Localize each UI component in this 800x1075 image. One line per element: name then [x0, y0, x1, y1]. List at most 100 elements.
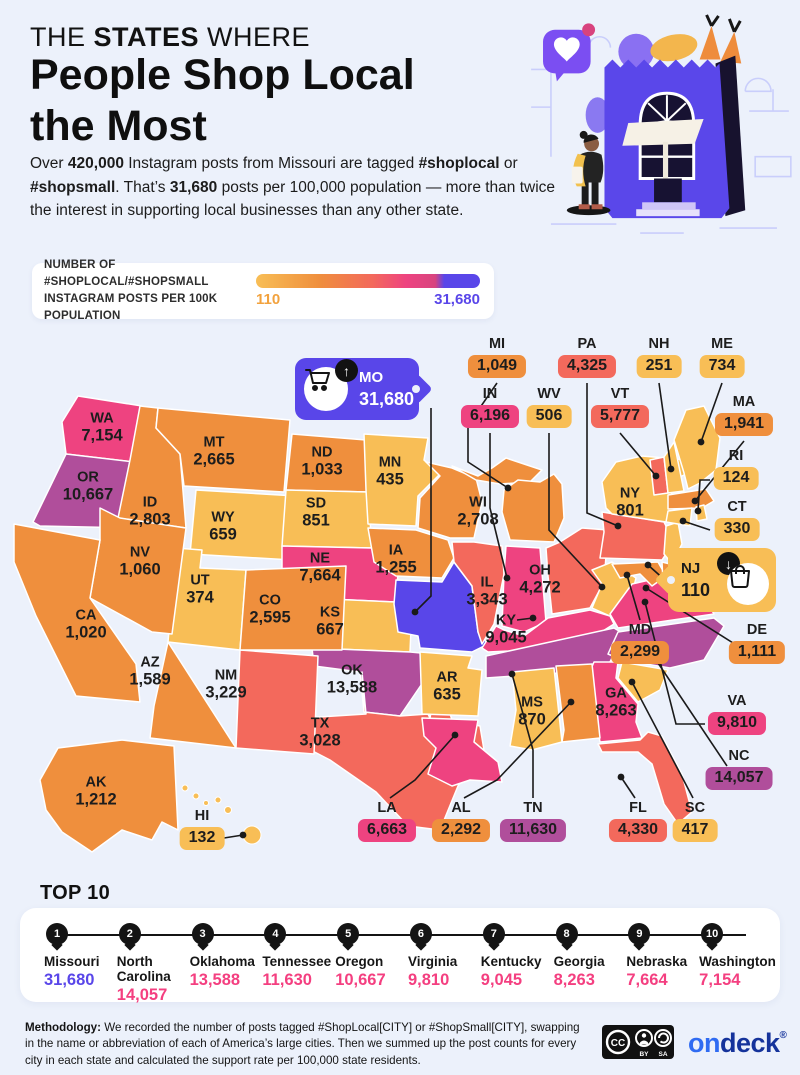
state-label-SD: SD 851: [302, 495, 330, 530]
leader-line-LA: [389, 734, 456, 799]
state-label-ID: ID 2,803: [129, 494, 171, 529]
state-badge-VA: VA 9,810: [707, 693, 767, 735]
leader-line-NH: [658, 382, 672, 470]
leader-line-RI: [697, 479, 710, 512]
callout-MO: ↑ MO 31,680: [295, 358, 433, 420]
state-label-OR: OR 10,667: [62, 469, 114, 504]
state-label-AK: AK 1,212: [75, 774, 117, 809]
state-badge-TN: TN 11,630: [499, 800, 567, 842]
top10-card: 1 Missouri 31,680 2 North Carolina 14,057 3 Okl…: [20, 908, 780, 1005]
ondeck-logo: ondeck®: [688, 1028, 787, 1058]
state-label-NV: NV 1,060: [119, 544, 161, 579]
state-shape-HI-4: [224, 806, 232, 814]
leader-line-TN: [511, 673, 534, 798]
leader-line-MO: [414, 408, 432, 613]
leader-dot-CT: [679, 517, 687, 525]
legend-scale: 110 31,680: [256, 274, 480, 308]
state-badge-IN: IN 6,196: [460, 386, 520, 428]
legend-max-value: 31,680: [434, 291, 480, 308]
leader-dot-FL: [617, 773, 625, 781]
bread-icon: [650, 34, 698, 62]
leader-dot-HI: [239, 831, 247, 839]
legend: NUMBER OF #SHOPLOCAL/#SHOPSMALL INSTAGRA…: [32, 259, 494, 322]
state-label-AR: AR 635: [433, 669, 461, 704]
state-label-CA: CA 1,020: [65, 607, 107, 642]
leader-line-IN: [489, 433, 508, 579]
intro-text: Over 420,000 Instagram posts from Missou…: [30, 155, 556, 220]
top10-state-name: Kentucky: [480, 954, 542, 969]
state-badge-HI: HI 132: [179, 808, 225, 850]
top10-state-value: 14,057: [116, 986, 168, 1005]
state-badge-RI: RI 124: [713, 448, 759, 490]
leader-dot-ME: [697, 438, 705, 446]
storefront-illustration: [531, 14, 792, 234]
state-badge-CT: CT 330: [714, 499, 760, 541]
state-shape-SC: [617, 661, 669, 703]
state-badge-NC: NC 14,057: [705, 748, 773, 790]
top10-state-value: 10,667: [335, 971, 386, 990]
rank-pin-icon: 1: [46, 923, 68, 945]
us-map-svg: [13, 382, 745, 853]
rank-pin-icon: 9: [628, 923, 651, 945]
leader-dot-TN: [508, 670, 516, 678]
leader-dot-VA: [641, 598, 649, 606]
state-badge-NH: NH 251: [636, 336, 682, 378]
awning-pole: [662, 141, 668, 180]
top10-connector-line: [54, 934, 746, 936]
top10-state-name: Virginia: [407, 954, 458, 969]
page-title: People Shop Local the Most: [30, 51, 415, 150]
state-shape-WY: [189, 489, 297, 561]
state-shape-HI-3: [214, 796, 222, 804]
callout-abbr: MO: [359, 369, 384, 386]
callout-NJ: ↓ NJ 110: [654, 548, 776, 612]
state-badge-MA: MA 1,941: [714, 394, 774, 436]
rank-pin-icon: 8: [555, 923, 578, 945]
state-shape-AR: [419, 651, 483, 717]
top10-state-name: Oregon: [335, 954, 384, 969]
top10-item-missouri: 1 Missouri 31,680: [42, 923, 115, 1005]
state-badge-FL: FL 4,330: [608, 800, 668, 842]
top10-state-value: 7,664: [626, 971, 668, 990]
rank-pin-icon: 3: [191, 923, 214, 945]
leader-dot-MO: [411, 608, 419, 616]
state-label-WA: WA 7,154: [81, 410, 123, 445]
leader-line-MI: [467, 382, 509, 489]
legend-label: NUMBER OF #SHOPLOCAL/#SHOPSMALL INSTAGRA…: [44, 258, 218, 323]
state-badge-SC: SC 417: [672, 800, 718, 842]
leader-dot-WV: [598, 583, 606, 591]
state-label-MN: MN 435: [376, 454, 404, 489]
leader-line-WV: [548, 433, 603, 588]
state-badge-MD: MD 2,299: [610, 622, 670, 664]
rank-pin-icon: 4: [264, 923, 287, 945]
leader-dot-IN: [503, 574, 511, 582]
state-shape-HI-0: [181, 784, 189, 792]
state-label-NY: NY 801: [616, 485, 644, 520]
state-label-MT: MT 2,665: [193, 434, 235, 469]
legend-gradient-bar: [256, 274, 480, 288]
step-2: [636, 209, 700, 217]
person-icon: [566, 130, 611, 216]
state-shape-IN: [501, 545, 547, 633]
top10-state-name: Tennessee: [262, 954, 332, 969]
leader-dot-AL: [567, 698, 575, 706]
state-label-IA: IA 1,255: [375, 542, 417, 577]
rank-pin-icon: 6: [409, 923, 432, 945]
leader-line-VT: [619, 432, 657, 477]
top10-item-nebraska: 9 Nebraska 7,664: [624, 923, 697, 1005]
callout-abbr: NJ: [681, 560, 701, 577]
arrow-up-icon: ↑: [335, 359, 358, 382]
state-shape-AK: [39, 739, 179, 853]
top10-state-value: 8,263: [553, 971, 595, 990]
leader-dot-NH: [667, 465, 675, 473]
top10-state-value: 9,045: [480, 971, 523, 990]
state-label-OK: OK 13,588: [326, 662, 378, 697]
creative-commons-badge: CC BY SA: [602, 1025, 674, 1059]
state-badge-PA: PA 4,325: [557, 336, 617, 378]
top10-item-virginia: 6 Virginia 9,810: [406, 923, 479, 1005]
top10-state-value: 9,810: [407, 971, 450, 990]
step-1: [642, 202, 696, 210]
leader-dot-RI: [694, 507, 702, 515]
top10-state-name: Oklahoma: [189, 954, 255, 969]
leader-dot-NJ: [644, 561, 652, 569]
